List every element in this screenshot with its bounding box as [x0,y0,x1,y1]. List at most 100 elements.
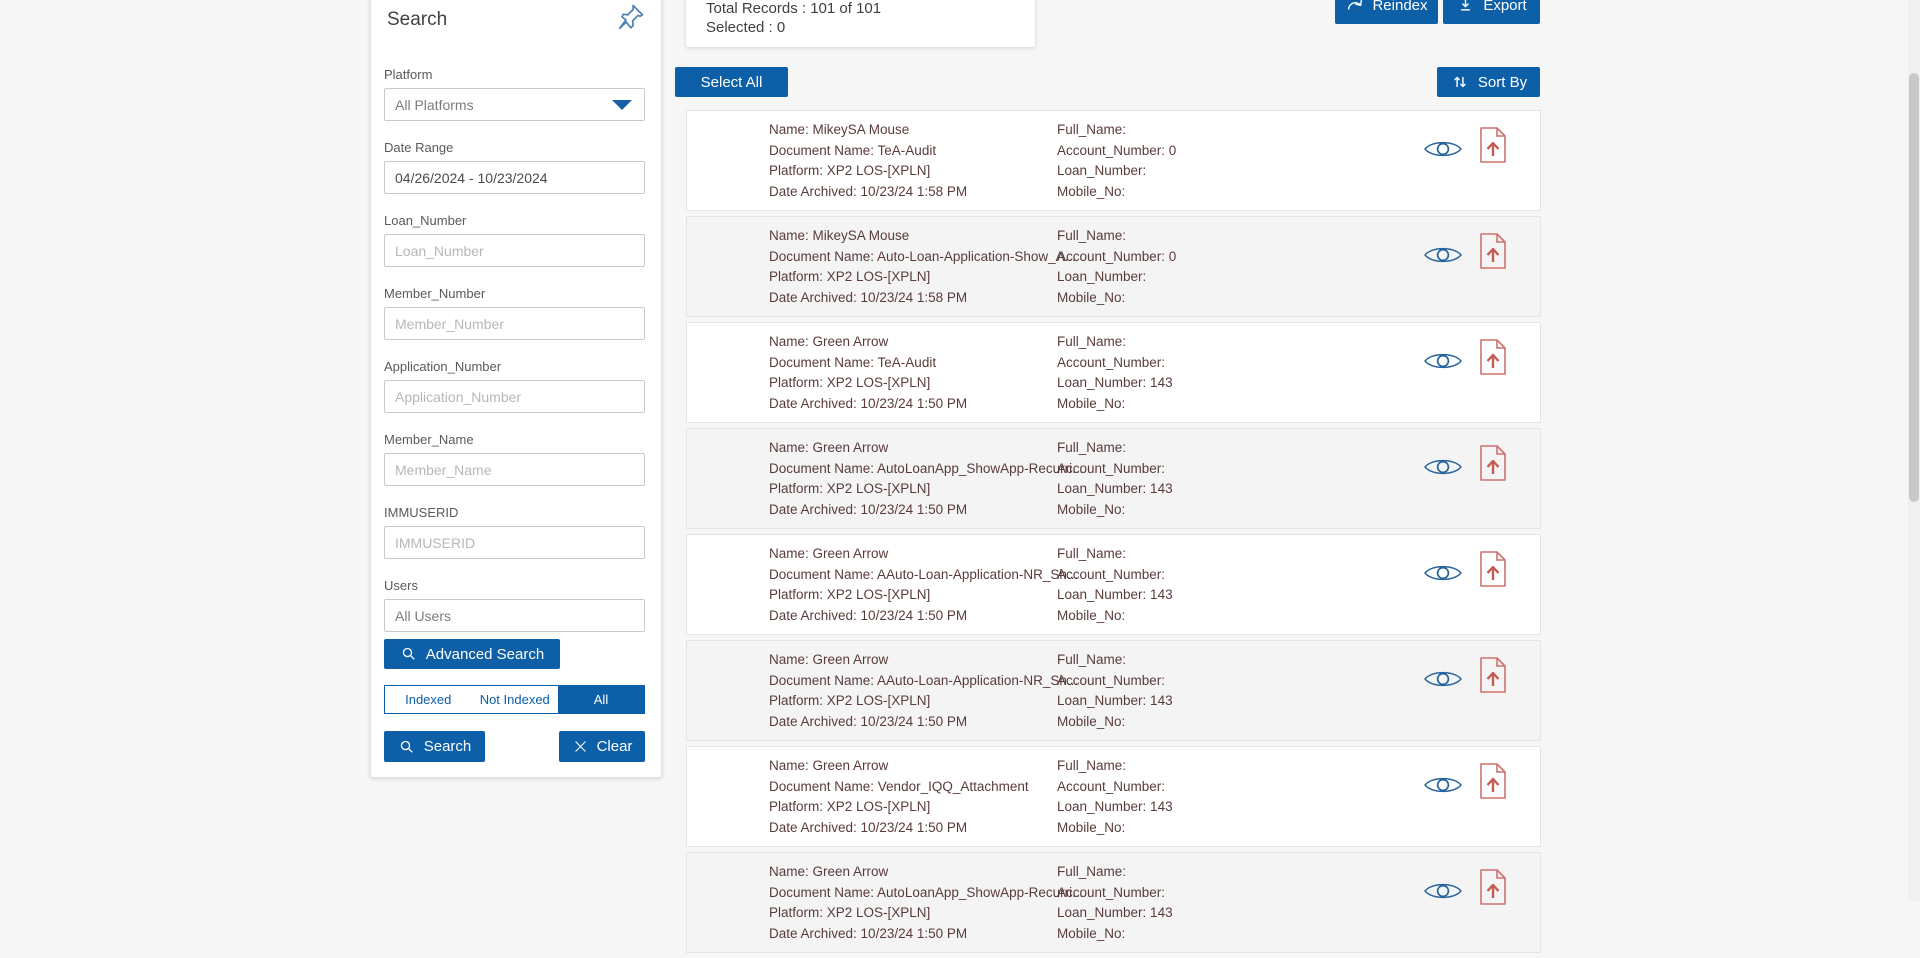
record-loan-number: Loan_Number: 143 [1057,375,1173,390]
record-row[interactable]: Name: Green Arrow Document Name: TeA-Aud… [686,322,1541,423]
record-loan-number: Loan_Number: [1057,269,1147,284]
record-account-number: Account_Number: [1057,566,1166,582]
file-upload-icon [1479,232,1507,270]
record-name: Name: Green Arrow [769,334,889,349]
record-row[interactable]: Name: Green Arrow Document Name: AutoLoa… [686,428,1541,529]
view-record-button[interactable] [1422,667,1464,691]
download-icon [1456,0,1475,15]
sort-arrows-icon [1450,72,1470,92]
export-record-button[interactable] [1479,444,1507,482]
record-row[interactable]: Name: MikeySA Mouse Document Name: TeA-A… [686,110,1541,211]
advanced-search-button[interactable]: Advanced Search [384,639,560,669]
record-account-number: Account_Number: [1057,672,1166,688]
field-select[interactable]: All Platforms [384,88,645,121]
tab-all[interactable]: All [558,686,644,713]
export-record-button[interactable] [1479,338,1507,376]
pin-panel-button[interactable] [615,1,649,35]
file-upload-icon [1479,444,1507,482]
record-document-name: Document Name: TeA-Audit [769,354,937,370]
clear-button-label: Clear [596,738,633,755]
record-document-name: Document Name: AAuto-Loan-Application-NR… [769,566,1079,582]
record-platform: Platform: XP2 LOS-[XPLN] [769,799,931,814]
record-row[interactable]: Name: Green Arrow Document Name: AAuto-L… [686,534,1541,635]
search-field: IMMUSERID [384,505,645,559]
eye-icon [1422,773,1464,797]
field-input[interactable] [384,234,645,267]
field-input[interactable] [384,161,645,194]
field-input[interactable] [384,307,645,340]
record-mobile-no: Mobile_No: [1057,289,1126,305]
record-date-archived: Date Archived: 10/23/24 1:50 PM [769,713,968,729]
record-right-column: Full_Name: Account_Number: Loan_Number: … [1057,650,1173,732]
record-right-column: Full_Name: Account_Number: Loan_Number: … [1057,862,1173,944]
export-record-button[interactable] [1479,762,1507,800]
search-field: Application_Number [384,359,645,413]
record-row[interactable]: Name: Green Arrow Document Name: AutoLoa… [686,852,1541,953]
record-right-column: Full_Name: Account_Number: 0 Loan_Number… [1057,226,1176,308]
record-row[interactable]: Name: Green Arrow Document Name: Vendor_… [686,746,1541,847]
view-record-button[interactable] [1422,137,1464,161]
tab-indexed[interactable]: Indexed [385,686,472,713]
view-record-button[interactable] [1422,243,1464,267]
field-input[interactable] [384,526,645,559]
field-input[interactable] [384,453,645,486]
export-record-button[interactable] [1479,868,1507,906]
reindex-button[interactable]: Reindex [1335,0,1438,24]
record-platform: Platform: XP2 LOS-[XPLN] [769,269,931,284]
view-record-button[interactable] [1422,349,1464,373]
record-full-name: Full_Name: [1057,546,1127,561]
record-left-column: Name: Green Arrow Document Name: AutoLoa… [769,862,1083,944]
view-record-button[interactable] [1422,773,1464,797]
export-record-button[interactable] [1479,550,1507,588]
search-field: Platform All Platforms [384,67,645,121]
field-input[interactable] [384,599,645,632]
record-date-archived: Date Archived: 10/23/24 1:50 PM [769,925,968,941]
advanced-search-label: Advanced Search [425,645,545,663]
record-platform: Platform: XP2 LOS-[XPLN] [769,481,931,496]
search-field: Loan_Number [384,213,645,267]
record-full-name: Full_Name: [1057,864,1127,879]
field-input[interactable] [384,380,645,413]
export-record-button[interactable] [1479,232,1507,270]
file-upload-icon [1479,868,1507,906]
export-record-button[interactable] [1479,656,1507,694]
record-platform: Platform: XP2 LOS-[XPLN] [769,375,931,390]
record-right-column: Full_Name: Account_Number: Loan_Number: … [1057,756,1173,838]
search-button[interactable]: Search [384,731,485,762]
field-label: Application_Number [384,359,502,374]
field-label: Date Range [384,140,454,155]
eye-icon [1422,879,1464,903]
record-date-archived: Date Archived: 10/23/24 1:50 PM [769,501,968,517]
eye-icon [1422,243,1464,267]
view-record-button[interactable] [1422,561,1464,585]
chevron-down-icon [612,99,632,110]
total-records-text: Total Records : 101 of 101 [706,0,882,17]
view-record-button[interactable] [1422,455,1464,479]
export-record-button[interactable] [1479,126,1507,164]
record-row[interactable]: Name: MikeySA Mouse Document Name: Auto-… [686,216,1541,317]
record-left-column: Name: Green Arrow Document Name: AutoLoa… [769,438,1083,520]
vertical-scrollbar-thumb[interactable] [1909,73,1919,502]
search-icon [398,738,416,756]
record-name: Name: Green Arrow [769,440,889,455]
sort-by-button[interactable]: Sort By [1437,67,1540,97]
tab-not-indexed[interactable]: Not Indexed [472,686,559,713]
record-date-archived: Date Archived: 10/23/24 1:58 PM [769,289,968,305]
record-full-name: Full_Name: [1057,334,1127,349]
search-field: Member_Name [384,432,645,486]
clear-button[interactable]: Clear [559,731,645,762]
record-left-column: Name: MikeySA Mouse Document Name: TeA-A… [769,120,967,202]
records-list: Name: MikeySA Mouse Document Name: TeA-A… [686,110,1541,958]
select-all-button[interactable]: Select All [675,67,788,97]
record-left-column: Name: Green Arrow Document Name: AAuto-L… [769,544,1078,626]
record-row[interactable]: Name: Green Arrow Document Name: AAuto-L… [686,640,1541,741]
record-right-column: Full_Name: Account_Number: Loan_Number: … [1057,332,1173,414]
record-date-archived: Date Archived: 10/23/24 1:50 PM [769,607,968,623]
reindex-label: Reindex [1372,0,1428,14]
view-record-button[interactable] [1422,879,1464,903]
export-button[interactable]: Export [1443,0,1540,24]
field-label: Loan_Number [384,213,467,228]
record-platform: Platform: XP2 LOS-[XPLN] [769,905,931,920]
record-account-number: Account_Number: [1057,778,1166,794]
record-loan-number: Loan_Number: 143 [1057,905,1173,920]
